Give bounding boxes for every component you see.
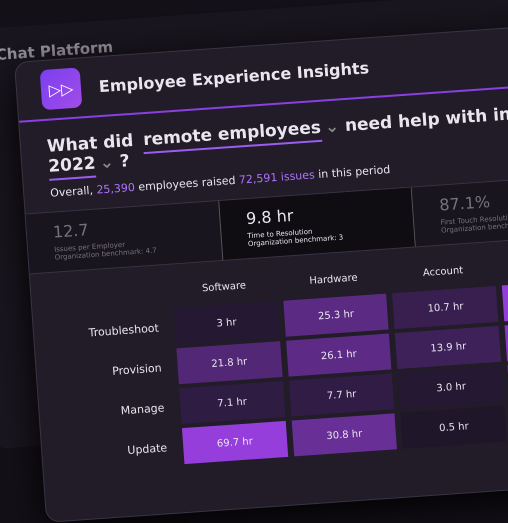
heat-cell: 13.9 hr (395, 326, 501, 369)
heat-cell: 69.7 hr (182, 421, 288, 464)
heat-cell: 3.0 hr (398, 366, 504, 409)
heat-cell: 7.1 hr (179, 381, 285, 424)
dropdown-caret: ⌄ (99, 152, 115, 173)
question-text: need help with in (344, 104, 508, 136)
summary-text: Overall, (50, 184, 94, 200)
column-header: Software (171, 269, 276, 304)
heat-cell: 49. (502, 278, 508, 321)
summary-text: in this period (318, 163, 391, 181)
dropdown-caret: ⌄ (324, 117, 340, 138)
row-label: Manage (70, 389, 175, 432)
page: {"background": {"title": "Chat Platform"… (0, 0, 508, 508)
header-title: Employee Experience Insights (98, 58, 369, 96)
heat-cell: 3 hr (173, 301, 279, 344)
metric-value: 87.1% (439, 186, 508, 215)
column-header: Hardware (281, 262, 386, 297)
heat-cell: 21.8 hr (176, 341, 282, 384)
row-label: Provision (68, 349, 173, 392)
heat-cell: 30.8 hr (291, 413, 397, 456)
insights-card: ▷▷ Employee Experience Insights What did… (14, 21, 508, 522)
row-label: Troubleshoot (65, 309, 170, 352)
logo: ▷▷ (40, 67, 83, 110)
heat-cell: 7.7 hr (289, 373, 395, 416)
audience-dropdown[interactable]: remote employees (143, 118, 322, 154)
employee-count: 25,390 (96, 181, 135, 197)
heat-cell: 10.7 hr (393, 286, 499, 329)
corner (63, 277, 168, 312)
summary-text: employees raised (138, 174, 236, 194)
heat-cell: 25.3 hr (283, 294, 389, 337)
screen: Chat Platform ▷▷ Employee Experience Ins… (0, 0, 508, 508)
row-label: Update (73, 429, 178, 472)
column-header: Infrastr (500, 246, 508, 281)
heat-cell: 26.1 hr (286, 333, 392, 376)
heat-cell: 0.5 hr (401, 406, 507, 449)
issue-count: 72,591 issues (238, 168, 315, 186)
column-header: Account (390, 254, 495, 289)
question-text: ? (119, 151, 130, 172)
